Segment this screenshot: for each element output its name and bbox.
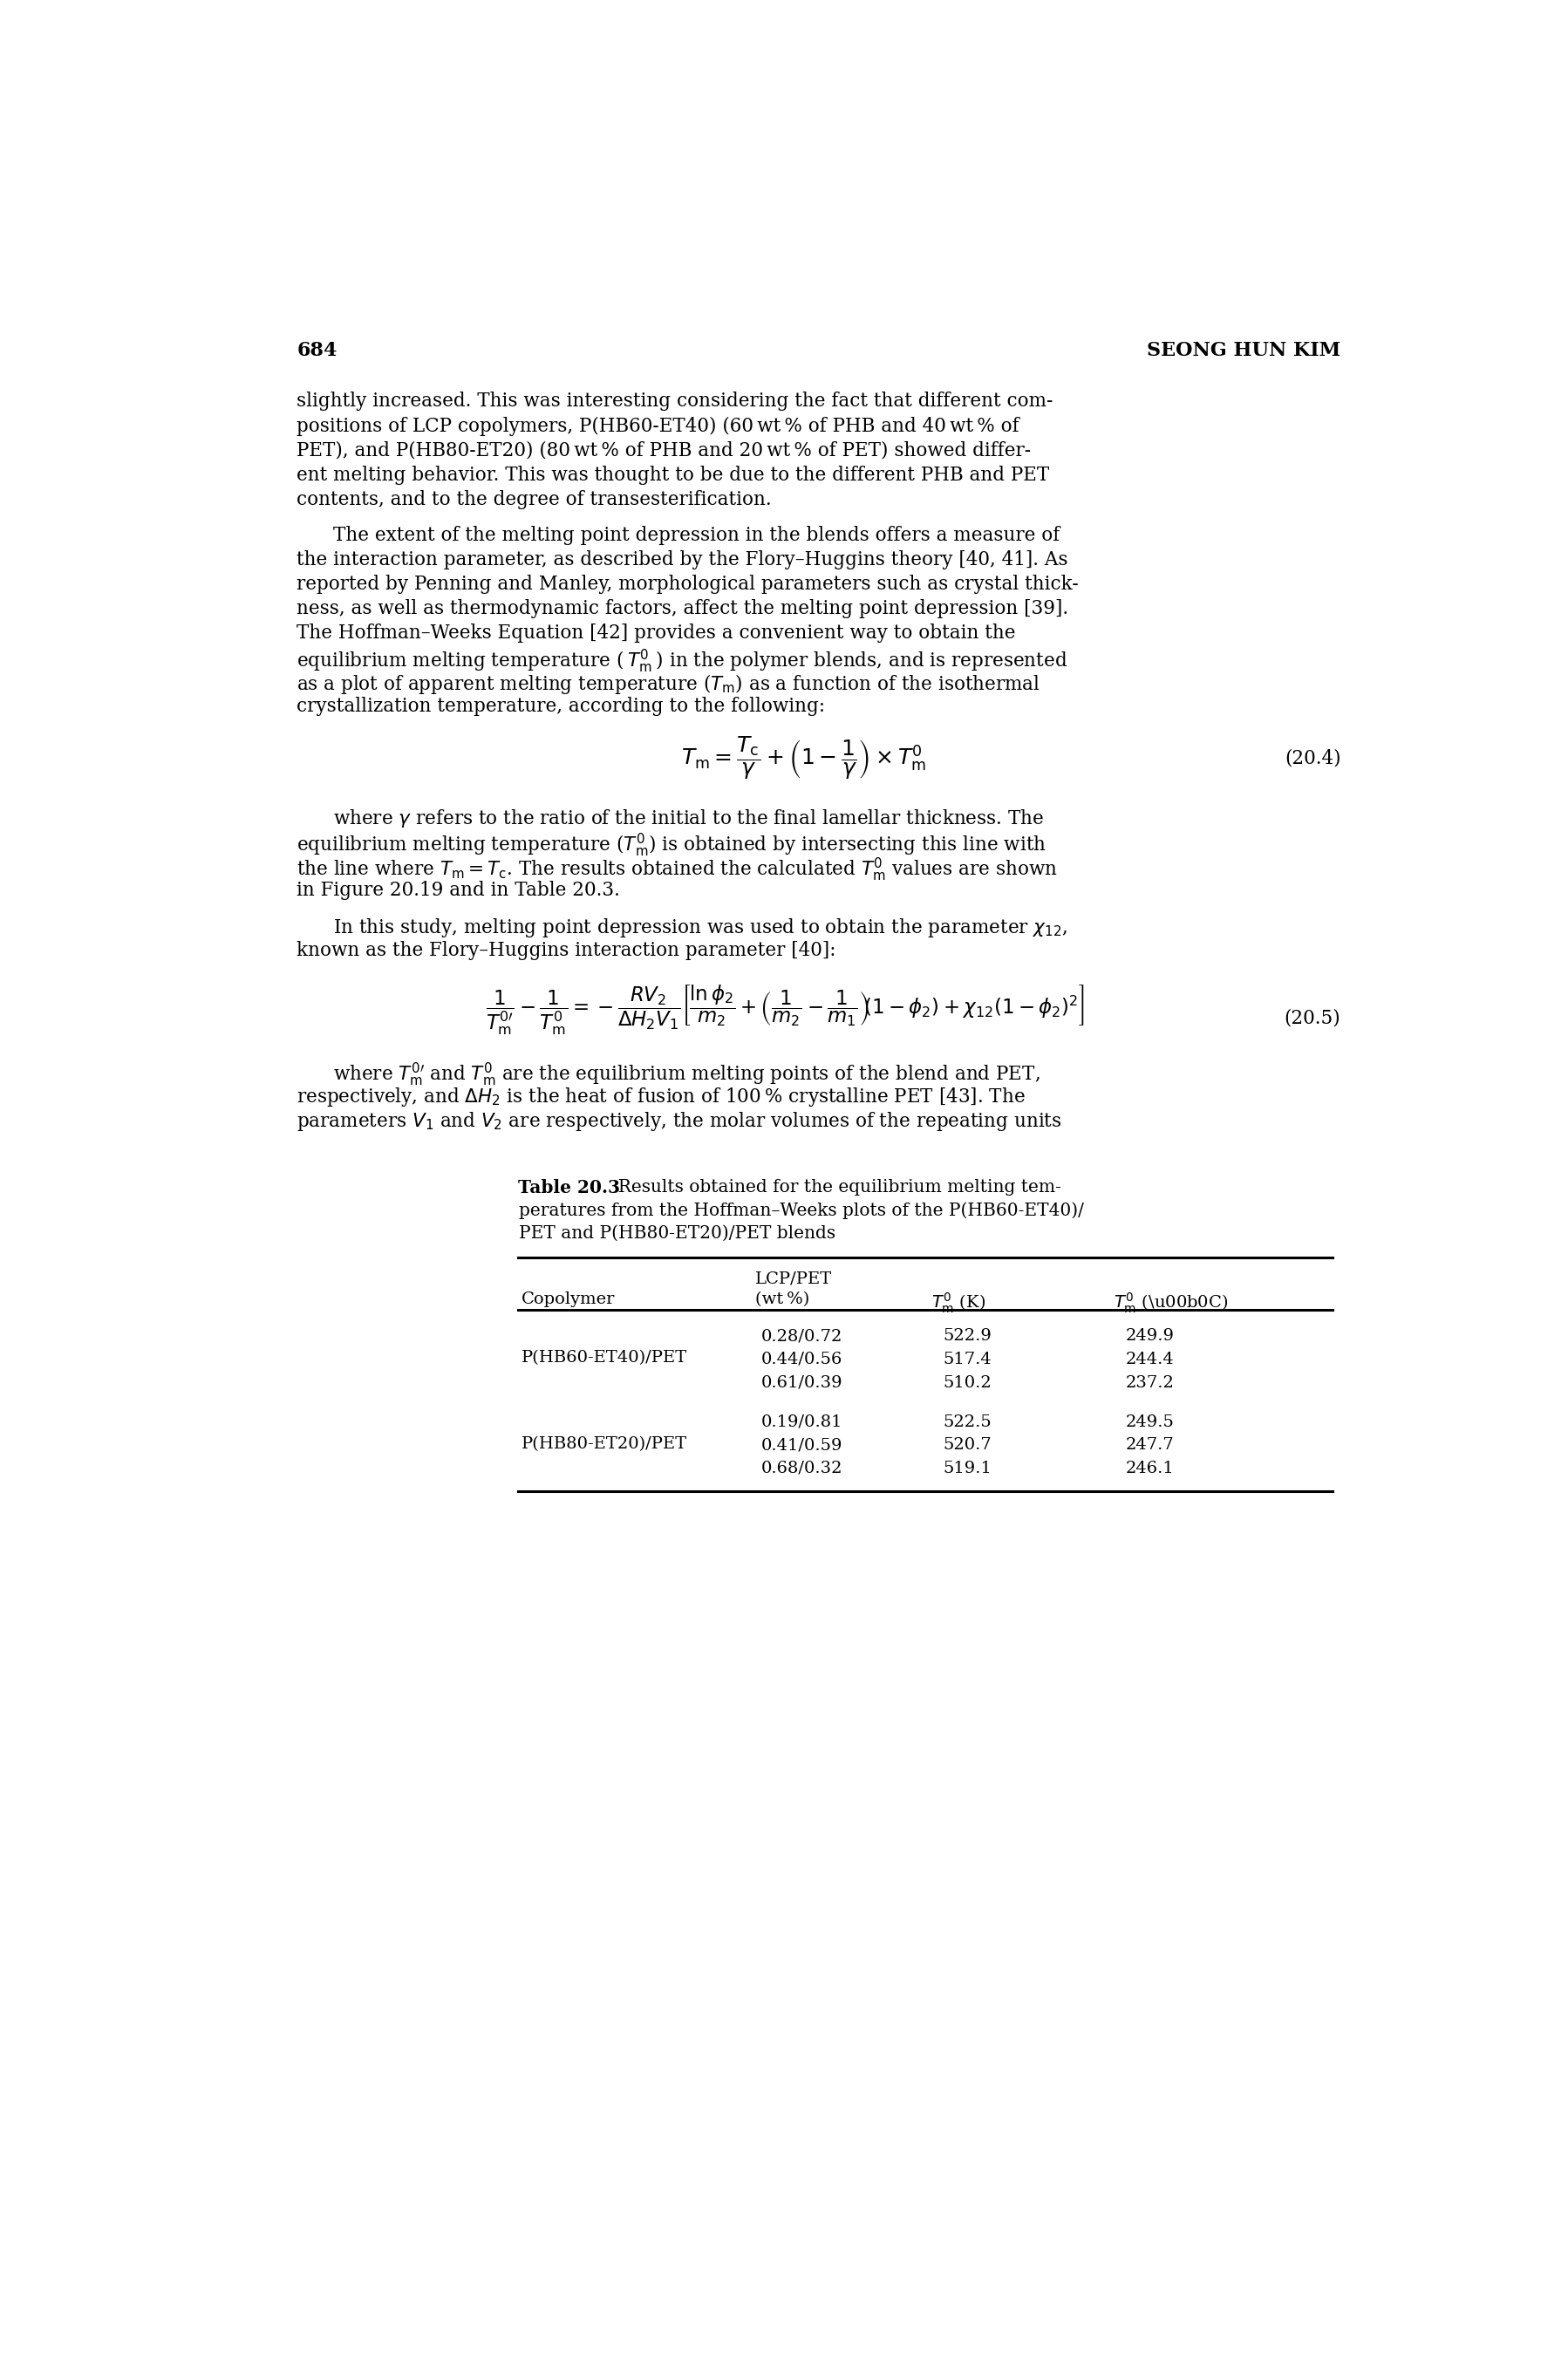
Text: the line where $T_\mathrm{m} = T_\mathrm{c}$. The results obtained the calculate: the line where $T_\mathrm{m} = T_\mathrm… bbox=[296, 856, 1058, 884]
Text: 520.7: 520.7 bbox=[944, 1438, 993, 1453]
Text: 510.2: 510.2 bbox=[944, 1375, 993, 1391]
Text: peratures from the Hoffman–Weeks plots of the P(HB60-ET40)/: peratures from the Hoffman–Weeks plots o… bbox=[519, 1203, 1083, 1219]
Text: 0.44/0.56: 0.44/0.56 bbox=[760, 1351, 842, 1368]
Text: the interaction parameter, as described by the Flory–Huggins theory [40, 41]. As: the interaction parameter, as described … bbox=[296, 549, 1068, 568]
Text: reported by Penning and Manley, morphological parameters such as crystal thick-: reported by Penning and Manley, morpholo… bbox=[296, 575, 1079, 594]
Text: P(HB60-ET40)/PET: P(HB60-ET40)/PET bbox=[522, 1351, 688, 1365]
Text: 684: 684 bbox=[296, 342, 337, 361]
Text: $T_{\mathrm{m}}^{0}$ (\u00b0C): $T_{\mathrm{m}}^{0}$ (\u00b0C) bbox=[1113, 1292, 1228, 1316]
Text: $\dfrac{1}{T_{\rm m}^{0\prime}} - \dfrac{1}{T_{\rm m}^{0}} = -\dfrac{RV_{2}}{\De: $\dfrac{1}{T_{\rm m}^{0\prime}} - \dfrac… bbox=[486, 983, 1085, 1038]
Text: crystallization temperature, according to the following:: crystallization temperature, according t… bbox=[296, 698, 825, 717]
Text: known as the Flory–Huggins interaction parameter [40]:: known as the Flory–Huggins interaction p… bbox=[296, 941, 836, 960]
Text: 0.28/0.72: 0.28/0.72 bbox=[760, 1328, 842, 1344]
Text: P(HB80-ET20)/PET: P(HB80-ET20)/PET bbox=[522, 1436, 688, 1453]
Text: 249.9: 249.9 bbox=[1126, 1328, 1174, 1344]
Text: 247.7: 247.7 bbox=[1126, 1438, 1174, 1453]
Text: Copolymer: Copolymer bbox=[522, 1292, 615, 1306]
Text: 519.1: 519.1 bbox=[944, 1460, 993, 1476]
Text: equilibrium melting temperature ($T_\mathrm{m}^0$) is obtained by intersecting t: equilibrium melting temperature ($T_\mat… bbox=[296, 832, 1047, 858]
Text: SEONG HUN KIM: SEONG HUN KIM bbox=[1148, 342, 1341, 361]
Text: 522.9: 522.9 bbox=[944, 1328, 993, 1344]
Text: equilibrium melting temperature ( $T_\mathrm{m}^0$ ) in the polymer blends, and : equilibrium melting temperature ( $T_\ma… bbox=[296, 648, 1068, 674]
Text: 522.5: 522.5 bbox=[944, 1415, 993, 1429]
Text: The extent of the melting point depression in the blends offers a measure of: The extent of the melting point depressi… bbox=[334, 526, 1060, 545]
Text: as a plot of apparent melting temperature ($T_\mathrm{m}$) as a function of the : as a plot of apparent melting temperatur… bbox=[296, 672, 1041, 696]
Text: ent melting behavior. This was thought to be due to the different PHB and PET: ent melting behavior. This was thought t… bbox=[296, 465, 1049, 486]
Text: 244.4: 244.4 bbox=[1126, 1351, 1174, 1368]
Text: 249.5: 249.5 bbox=[1126, 1415, 1174, 1429]
Text: LCP/PET: LCP/PET bbox=[756, 1271, 833, 1287]
Text: The Hoffman–Weeks Equation [42] provides a convenient way to obtain the: The Hoffman–Weeks Equation [42] provides… bbox=[296, 623, 1016, 644]
Text: $T_{\mathrm{m}}^{0}$ (K): $T_{\mathrm{m}}^{0}$ (K) bbox=[931, 1292, 985, 1316]
Text: respectively, and $\Delta H_2$ is the heat of fusion of 100 % crystalline PET [4: respectively, and $\Delta H_2$ is the he… bbox=[296, 1085, 1025, 1108]
Text: where $T_\mathrm{m}^{0\prime}$ and $T_\mathrm{m}^0$ are the equilibrium melting : where $T_\mathrm{m}^{0\prime}$ and $T_\m… bbox=[334, 1061, 1040, 1089]
Text: 0.19/0.81: 0.19/0.81 bbox=[760, 1415, 842, 1429]
Text: 0.68/0.32: 0.68/0.32 bbox=[760, 1460, 842, 1476]
Text: Table 20.3: Table 20.3 bbox=[517, 1179, 619, 1196]
Text: 0.61/0.39: 0.61/0.39 bbox=[760, 1375, 842, 1391]
Text: Results obtained for the equilibrium melting tem-: Results obtained for the equilibrium mel… bbox=[607, 1179, 1062, 1196]
Text: ness, as well as thermodynamic factors, affect the melting point depression [39]: ness, as well as thermodynamic factors, … bbox=[296, 599, 1069, 618]
Text: PET and P(HB80-ET20)/PET blends: PET and P(HB80-ET20)/PET blends bbox=[519, 1226, 836, 1243]
Text: (20.4): (20.4) bbox=[1284, 750, 1341, 769]
Text: (20.5): (20.5) bbox=[1284, 1009, 1341, 1028]
Text: $T_{\rm m} = \dfrac{T_{\rm c}}{\gamma} + \left(1 - \dfrac{1}{\gamma}\right) \tim: $T_{\rm m} = \dfrac{T_{\rm c}}{\gamma} +… bbox=[681, 736, 927, 780]
Text: 237.2: 237.2 bbox=[1126, 1375, 1174, 1391]
Text: 0.41/0.59: 0.41/0.59 bbox=[760, 1438, 842, 1453]
Text: contents, and to the degree of transesterification.: contents, and to the degree of transeste… bbox=[296, 490, 771, 509]
Text: 246.1: 246.1 bbox=[1126, 1460, 1174, 1476]
Text: slightly increased. This was interesting considering the fact that different com: slightly increased. This was interesting… bbox=[296, 391, 1054, 410]
Text: PET), and P(HB80-ET20) (80 wt % of PHB and 20 wt % of PET) showed differ-: PET), and P(HB80-ET20) (80 wt % of PHB a… bbox=[296, 441, 1032, 460]
Text: where $\gamma$ refers to the ratio of the initial to the final lamellar thicknes: where $\gamma$ refers to the ratio of th… bbox=[334, 806, 1044, 830]
Text: 517.4: 517.4 bbox=[944, 1351, 993, 1368]
Text: in Figure 20.19 and in Table 20.3.: in Figure 20.19 and in Table 20.3. bbox=[296, 882, 621, 901]
Text: (wt %): (wt %) bbox=[756, 1292, 809, 1306]
Text: parameters $V_1$ and $V_2$ are respectively, the molar volumes of the repeating : parameters $V_1$ and $V_2$ are respectiv… bbox=[296, 1111, 1062, 1132]
Text: positions of LCP copolymers, P(HB60-ET40) (60 wt % of PHB and 40 wt % of: positions of LCP copolymers, P(HB60-ET40… bbox=[296, 417, 1019, 436]
Text: In this study, melting point depression was used to obtain the parameter $\chi_{: In this study, melting point depression … bbox=[334, 917, 1068, 938]
